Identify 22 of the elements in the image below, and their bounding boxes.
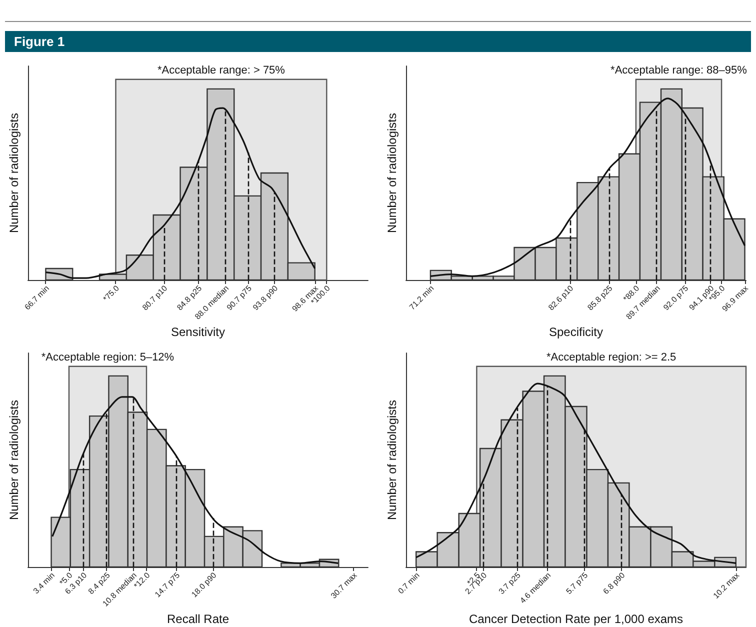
x-tick-label: 71.2 min: [408, 284, 436, 312]
band-label: *Acceptable region: >= 2.5: [546, 351, 676, 364]
y-axis-title: Number of radiologists: [7, 400, 21, 520]
x-axis-title: Sensitivity: [170, 325, 226, 339]
x-tick-label: 82.6 p10: [546, 283, 576, 312]
y-axis-title: Number of radiologists: [385, 112, 399, 234]
x-tick-label: 3.7 p25: [497, 570, 523, 596]
x-tick-label: 10.2 max: [711, 570, 742, 600]
y-axis-title: Number of radiologists: [385, 400, 399, 520]
x-tick-label: 6.8 p90: [601, 570, 628, 596]
x-tick-label: 0.7 min: [396, 570, 422, 596]
x-tick-label: 66.7 min: [22, 284, 51, 312]
x-tick-label: 3.4 min: [32, 570, 56, 596]
caption: Figure 1: [5, 31, 751, 52]
x-axis-title: Specificity: [548, 325, 604, 339]
band-label: *Acceptable region: 5–12%: [41, 351, 174, 364]
y-axis-title: Number of radiologists: [7, 112, 21, 234]
x-axis-title: Recall Rate: [166, 612, 230, 626]
band-label: *Acceptable range: 88–95%: [610, 64, 748, 76]
x-axis-title: Cancer Detection Rate per 1,000 exams: [468, 612, 684, 626]
band-label: *Acceptable range: > 75%: [157, 64, 286, 76]
x-tick-label: 93.8 p90: [251, 283, 280, 312]
